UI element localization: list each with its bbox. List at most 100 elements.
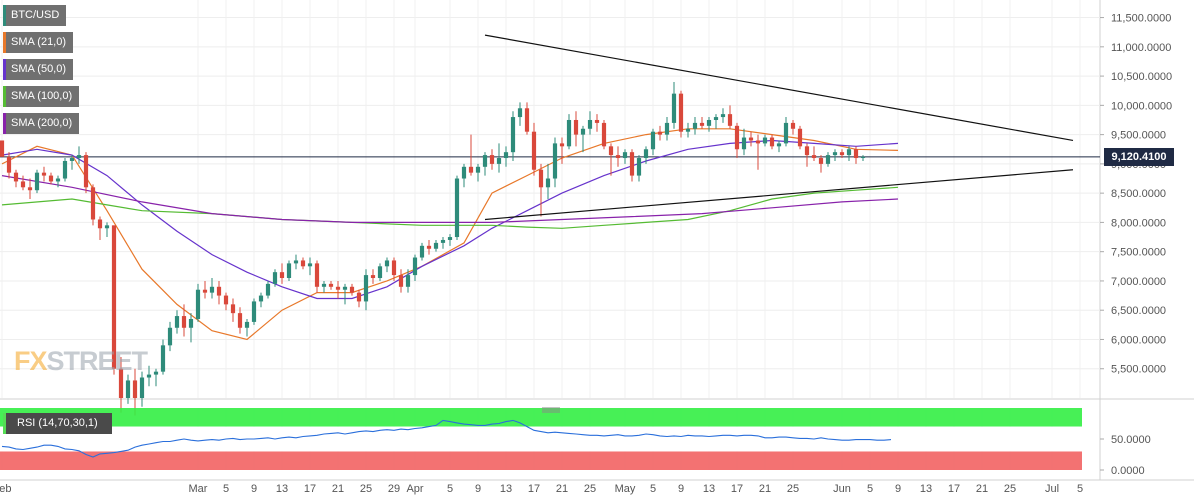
x-tick-label: 5: [650, 483, 656, 495]
candle-body: [832, 152, 838, 156]
candle-body: [13, 172, 19, 182]
candle-body: [825, 155, 831, 164]
candle-body: [706, 119, 712, 126]
candle-body: [559, 143, 565, 147]
candle-body: [699, 122, 705, 126]
candle-body: [307, 263, 313, 267]
legend-swatch: [3, 32, 6, 53]
legend-item-btcusd[interactable]: BTC/USD: [3, 5, 67, 26]
candle-body: [804, 146, 810, 156]
x-tick-label: 9: [895, 483, 901, 495]
rsi-oversold-zone: [0, 451, 1082, 470]
candle-body: [468, 166, 474, 173]
candle-body: [209, 286, 215, 293]
candle-body: [580, 128, 586, 135]
candle-body: [174, 316, 180, 328]
x-tick-label: 5: [223, 483, 229, 495]
candle-body: [111, 225, 117, 369]
candle-body: [230, 304, 236, 314]
candle-body: [321, 283, 327, 287]
candle-body: [384, 260, 390, 267]
candle-body: [41, 172, 47, 176]
candle-body: [496, 158, 502, 164]
candle-body: [566, 119, 572, 147]
candle-body: [839, 152, 845, 156]
candle-body: [412, 257, 418, 276]
x-tick-label: 5: [1077, 483, 1083, 495]
rsi-y-tick-label: 0.0000: [1111, 465, 1145, 477]
legend-item-sma100[interactable]: SMA (100,0): [3, 86, 80, 107]
candle-body: [76, 155, 82, 159]
candle-body: [195, 289, 201, 319]
candle-body: [587, 119, 593, 129]
pane-resize-handle[interactable]: [540, 400, 562, 413]
candle-body: [748, 137, 754, 141]
candle-body: [216, 286, 222, 296]
candle-body: [104, 225, 110, 229]
candle-body: [762, 137, 768, 144]
candle-body: [69, 158, 75, 161]
trendline: [484, 34, 1074, 142]
x-tick-label: 13: [703, 483, 715, 495]
candle-body: [6, 156, 12, 173]
candle-body: [398, 275, 404, 287]
candle-body: [55, 178, 61, 182]
x-tick-label: 5: [447, 483, 453, 495]
candle-body: [678, 93, 684, 132]
candle-body: [783, 122, 789, 144]
candle-body: [146, 374, 152, 378]
candle-body: [433, 242, 439, 249]
legend-item-sma50[interactable]: SMA (50,0): [3, 59, 74, 80]
candle-body: [811, 155, 817, 159]
x-tick-label: 9: [678, 483, 684, 495]
candle-body: [188, 318, 194, 328]
candle-body: [671, 93, 677, 123]
candle-body: [328, 283, 334, 287]
y-tick-label: 7,000.0000: [1111, 276, 1166, 288]
candle-body: [461, 166, 467, 179]
candle-body: [202, 289, 208, 293]
candle-body: [608, 146, 614, 156]
rsi-neutral-zone: [0, 426, 1082, 452]
legend-item-sma21[interactable]: SMA (21,0): [3, 32, 74, 53]
candle-body: [237, 313, 243, 328]
candle-body: [300, 260, 306, 267]
candle-body: [223, 295, 229, 305]
candle-body: [545, 178, 551, 188]
x-tick-label: Feb: [0, 483, 11, 495]
x-tick-label: 17: [304, 483, 316, 495]
candle-body: [34, 172, 40, 191]
x-tick-label: 17: [731, 483, 743, 495]
legend-item-rsi[interactable]: RSI (14,70,30,1): [3, 413, 112, 434]
y-tick-label: 11,500.0000: [1111, 13, 1171, 25]
candle-body: [83, 155, 89, 188]
candle-body: [720, 114, 726, 118]
x-tick-label: 17: [948, 483, 960, 495]
candle-body: [0, 140, 5, 157]
y-tick-label: 8,000.0000: [1111, 217, 1166, 229]
y-tick-label: 11,000.0000: [1111, 42, 1171, 54]
y-tick-label: 10,000.0000: [1111, 100, 1172, 112]
candle-body: [125, 380, 131, 398]
candle-body: [524, 108, 530, 132]
candle-body: [286, 263, 292, 279]
x-tick-label: Mar: [189, 483, 208, 495]
candle-body: [440, 239, 446, 243]
candle-body: [167, 327, 173, 346]
candle-body: [510, 117, 516, 153]
y-tick-label: 6,000.0000: [1111, 334, 1166, 346]
y-tick-label: 7,500.0000: [1111, 247, 1166, 259]
legend-label: SMA (200,0): [11, 117, 73, 129]
candle-body: [629, 152, 635, 176]
y-tick-label: 9,500.0000: [1111, 130, 1166, 142]
candle-body: [755, 140, 761, 144]
candle-body: [692, 122, 698, 129]
x-tick-label: 25: [360, 483, 372, 495]
candle-body: [160, 345, 166, 372]
candle-body: [636, 158, 642, 176]
legend-item-sma200[interactable]: SMA (200,0): [3, 113, 80, 134]
candle-body: [258, 295, 264, 302]
candle-body: [454, 178, 460, 238]
